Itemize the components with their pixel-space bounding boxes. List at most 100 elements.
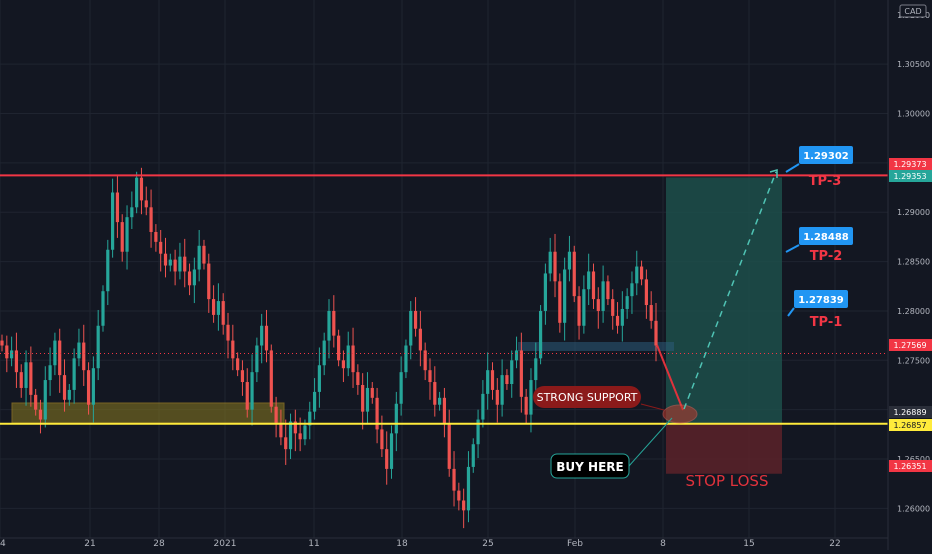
- candle-body: [284, 437, 288, 450]
- stop-loss-label: STOP LOSS: [686, 472, 769, 490]
- candle-body: [548, 251, 552, 274]
- candle-body: [0, 340, 4, 346]
- y-tick-label: 1.28000: [897, 307, 930, 316]
- tp-1-value: 1.27839: [798, 295, 844, 306]
- candle-body: [514, 350, 519, 361]
- price-tag-label: 1.26889: [893, 408, 926, 417]
- price-tag-bg: [889, 460, 932, 472]
- tp-2-badge: 1.28488: [799, 227, 853, 245]
- candle-body: [534, 358, 538, 381]
- candle-body: [644, 279, 648, 306]
- loss-zone: [666, 423, 782, 474]
- candle-body: [356, 372, 360, 385]
- candle-body: [601, 281, 605, 311]
- entry-ellipse: [662, 404, 698, 424]
- candle-body: [438, 397, 442, 405]
- candle-body: [91, 368, 95, 405]
- candle-body: [260, 325, 264, 346]
- candle-body: [38, 409, 43, 420]
- projection-arrowhead: [769, 169, 778, 178]
- currency-badge[interactable]: CAD: [899, 4, 927, 18]
- price-tag-bg: [889, 419, 932, 431]
- candle-body: [519, 350, 523, 397]
- candle-body: [106, 249, 110, 292]
- buy-here-connector: [628, 417, 673, 467]
- tp-2-value: 1.28488: [803, 232, 849, 243]
- y-tick-label: 1.30500: [897, 60, 930, 69]
- x-tick-label: 15: [743, 539, 754, 549]
- buy-here-bg: [550, 453, 630, 479]
- candle-body: [620, 308, 624, 326]
- candle-body: [308, 411, 312, 426]
- candle-body: [144, 200, 148, 208]
- profit-zone: [666, 177, 782, 424]
- candle-body: [139, 177, 144, 201]
- candle-body: [236, 358, 240, 371]
- y-tick-label: 1.27500: [897, 356, 930, 365]
- candle-body: [96, 325, 100, 369]
- candle-body: [255, 345, 259, 373]
- candle-body: [269, 350, 273, 407]
- candle-body: [591, 271, 596, 300]
- price-tag-bg: [889, 406, 932, 418]
- candle-body: [572, 251, 576, 297]
- candle-body: [34, 394, 38, 410]
- candle-body: [529, 380, 533, 415]
- candle-body: [630, 283, 634, 297]
- candle-body: [563, 269, 567, 323]
- x-tick-label: 11: [308, 539, 319, 549]
- candle-body: [303, 425, 307, 440]
- candle-body: [135, 177, 139, 208]
- x-tick-label: 28: [153, 539, 165, 549]
- candle-body: [486, 370, 490, 394]
- tp-3-label: TP-3: [809, 174, 842, 189]
- candle-body: [245, 382, 249, 410]
- candle-body: [173, 259, 177, 272]
- candle-body: [462, 500, 466, 511]
- price-tag-bg: [889, 339, 932, 351]
- x-tick-label: 14: [0, 539, 6, 549]
- price-tag-bg: [889, 170, 932, 182]
- candle-body: [317, 365, 321, 392]
- candle-body: [82, 342, 86, 371]
- candle-body: [67, 389, 71, 400]
- candle-body: [192, 269, 196, 286]
- candle-body: [130, 207, 134, 218]
- candle-body: [346, 345, 350, 369]
- candle-body: [587, 271, 591, 290]
- candle-body: [370, 387, 374, 398]
- candle-body: [538, 310, 543, 359]
- candle-body: [120, 222, 124, 252]
- candle-body: [442, 397, 447, 424]
- candle-body: [72, 358, 76, 390]
- y-tick-label: 1.26500: [897, 455, 930, 464]
- y-tick-label: 1.28500: [897, 258, 930, 267]
- price-tag-label: 1.29373: [893, 160, 926, 169]
- x-tick-label: 21: [84, 539, 95, 549]
- candle-body: [274, 406, 278, 424]
- candle-body: [481, 393, 485, 420]
- support-connector: [640, 403, 665, 411]
- tp-2-badge-bg: [799, 227, 853, 245]
- tp-1-badge: 1.27839: [794, 290, 848, 308]
- y-tick-label: 1.26000: [897, 504, 930, 513]
- candle-body: [409, 310, 413, 346]
- candle-body: [375, 397, 379, 430]
- candle-body: [14, 350, 19, 373]
- candle-body: [341, 360, 346, 369]
- x-tick-label: Feb: [567, 539, 583, 549]
- candle-body: [404, 345, 408, 373]
- candle-body: [10, 350, 14, 359]
- candle-body: [365, 387, 370, 412]
- candle-body: [399, 372, 403, 404]
- x-tick-label: 22: [829, 539, 840, 549]
- price-tag-label: 1.26351: [893, 462, 926, 471]
- candle-body: [48, 365, 52, 381]
- x-tick-label: 18: [396, 539, 408, 549]
- candle-body: [293, 421, 297, 434]
- candle-body: [389, 433, 394, 469]
